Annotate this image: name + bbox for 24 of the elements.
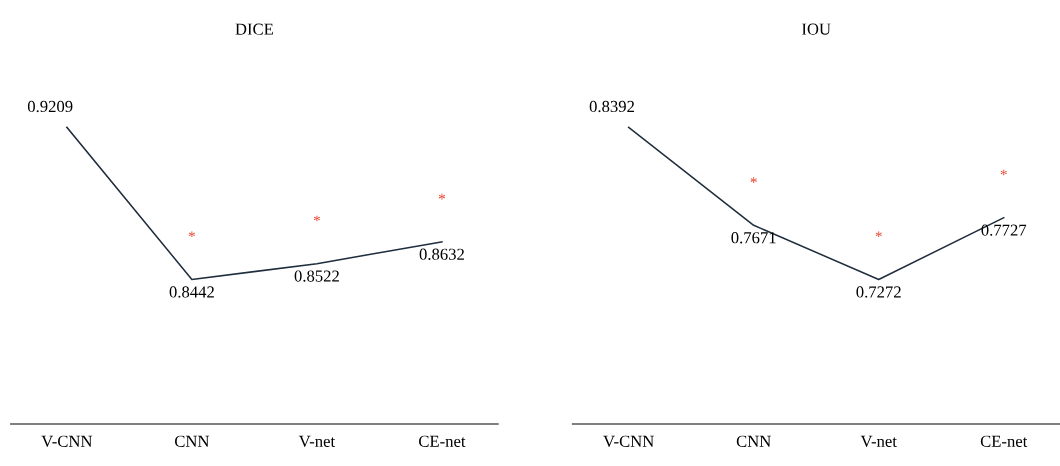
annotation: *	[1000, 169, 1007, 176]
annotation: *	[750, 177, 757, 183]
x-tick-label: CE-net	[980, 435, 1028, 447]
data-label: 0.8632	[419, 248, 464, 260]
x-tick-label: V-net	[860, 435, 897, 447]
data-label: 0.7272	[856, 286, 901, 298]
data-label: 0.8442	[169, 286, 214, 298]
x-tick-label: CE-net	[419, 435, 466, 447]
annotation: *	[188, 231, 195, 238]
data-label: 0.7671	[731, 232, 776, 244]
data-label: 0.7727	[981, 224, 1027, 236]
data-label: 0.9209	[27, 100, 73, 113]
x-tick-label: CNN	[736, 435, 771, 447]
data-label: 0.8522	[294, 270, 339, 282]
annotation: *	[313, 215, 320, 222]
annotation: *	[875, 231, 882, 238]
x-tick-label: V-CNN	[603, 435, 654, 447]
chart-title: DICE	[235, 23, 274, 35]
x-tick-label: V-net	[298, 435, 336, 447]
data-label: 0.8392	[589, 100, 634, 113]
x-tick-label: V-CNN	[41, 435, 93, 447]
x-tick-label: CNN	[174, 435, 210, 447]
chart-title: IOU	[801, 23, 831, 35]
annotation: *	[438, 193, 446, 200]
